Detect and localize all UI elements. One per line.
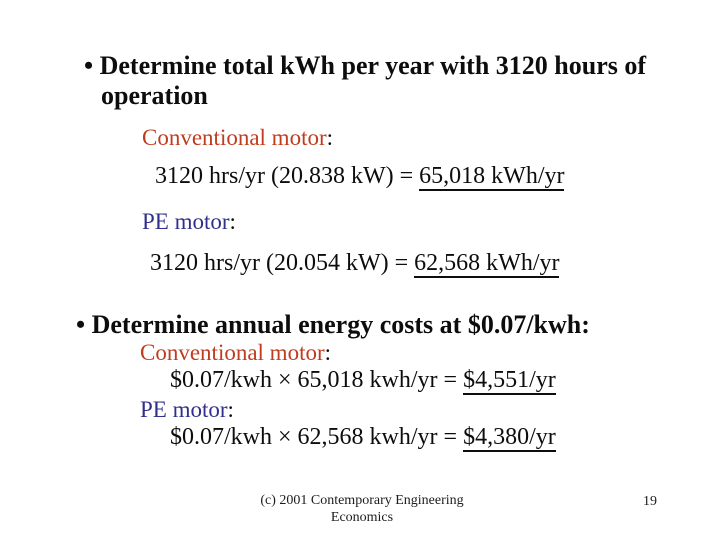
section1-pe-label-line: PE motor: (142, 208, 236, 236)
pe-motor-label: PE motor (142, 209, 230, 234)
section2-pe-cost-line: $0.07/kwh × 62,568 kwh/yr = $4,380/yr (170, 423, 556, 452)
conventional-motor-label: Conventional motor (140, 340, 325, 365)
label-colon: : (227, 397, 234, 422)
label-colon: : (326, 125, 334, 150)
section2-heading: • Determine annual energy costs at $0.07… (76, 310, 590, 339)
calc-prefix: $0.07/kwh × 62,568 kwh/yr = (170, 424, 464, 450)
section1-heading-line2: operation (101, 81, 208, 110)
pe-motor-label: PE motor (140, 397, 228, 422)
calc-prefix: 3120 hrs/yr (20.054 kW) = (150, 250, 415, 276)
section1-conventional-label-line: Conventional motor: (142, 124, 333, 152)
calc-prefix: $0.07/kwh × 65,018 kwh/yr = (170, 367, 464, 393)
page-number: 19 (643, 494, 657, 509)
footer-copyright: (c) 2001 Contemporary Engineering Econom… (212, 492, 512, 526)
section2-conventional-label-line: Conventional motor: (140, 339, 331, 367)
section1-pe-calc-line: 3120 hrs/yr (20.054 kW) = 62,568 kWh/yr (150, 249, 560, 278)
calc-result-underlined: 65,018 kWh/yr (419, 163, 565, 191)
footer-copyright-line1: (c) 2001 Contemporary Engineering (260, 493, 464, 508)
section2-pe-label-line: PE motor: (140, 396, 234, 424)
calc-result-underlined: $4,380/yr (463, 424, 556, 452)
calc-result-underlined: $4,551/yr (463, 367, 556, 395)
section1-conventional-calc-line: 3120 hrs/yr (20.838 kW) = 65,018 kWh/yr (155, 162, 565, 191)
calc-prefix: 3120 hrs/yr (20.838 kW) = (155, 163, 420, 189)
label-colon: : (229, 209, 236, 234)
label-colon: : (324, 340, 332, 365)
section1-heading-line1: • Determine total kWh per year with 3120… (84, 51, 647, 80)
conventional-motor-label: Conventional motor (142, 125, 327, 150)
calc-result-underlined: 62,568 kWh/yr (414, 250, 560, 278)
section2-conventional-cost-line: $0.07/kwh × 65,018 kwh/yr = $4,551/yr (170, 366, 556, 395)
footer-copyright-line2: Economics (330, 510, 394, 525)
